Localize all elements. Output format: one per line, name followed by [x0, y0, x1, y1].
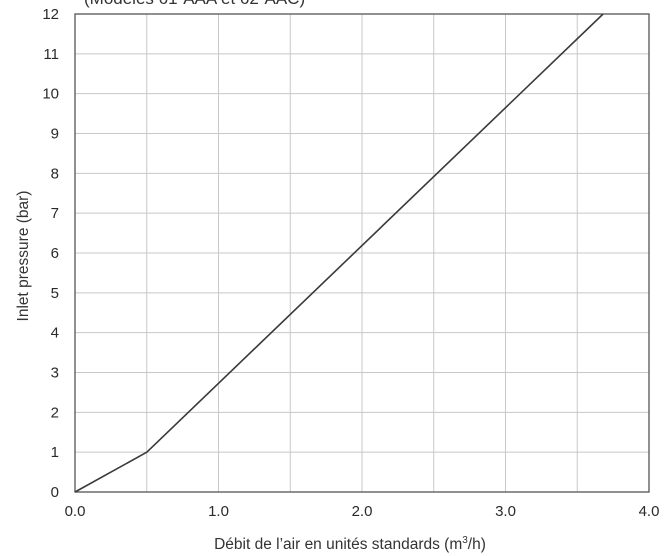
x-axis-label: Débit de l’air en unités standards (m3/h…: [214, 535, 486, 553]
y-tick-label: 0: [51, 484, 59, 501]
y-tick-label: 3: [51, 365, 59, 382]
series-group: [74, 13, 604, 493]
y-tick-label: 2: [51, 404, 59, 421]
y-tick-label: 11: [43, 46, 59, 63]
y-tick-label: 9: [51, 126, 59, 143]
x-tick-label: 3.0: [495, 503, 516, 520]
y-tick-label: 10: [42, 86, 59, 103]
series-line: [74, 13, 604, 493]
y-tick-label: 1: [51, 444, 59, 461]
gridlines: [74, 13, 650, 493]
y-tick-label: 7: [51, 205, 59, 222]
y-tick-label: 6: [51, 245, 59, 262]
y-tick-label: 8: [51, 165, 59, 182]
plot-frame: [74, 13, 650, 493]
y-tick-label: 5: [51, 285, 59, 302]
chart-title: (Modèles 61-AAA et 62-AAC): [84, 0, 305, 8]
x-tick-labels: 0.0 1.0 2.0 3.0 4.0: [65, 503, 660, 520]
y-tick-label: 4: [51, 325, 59, 342]
x-tick-label: 0.0: [65, 503, 86, 520]
y-tick-label: 12: [42, 6, 59, 23]
x-tick-label: 1.0: [208, 503, 229, 520]
x-tick-label: 2.0: [352, 503, 373, 520]
x-axis-label-superscript: 3: [462, 535, 468, 546]
y-axis-label: Inlet pressure (bar): [15, 191, 32, 322]
x-tick-label: 4.0: [639, 503, 660, 520]
